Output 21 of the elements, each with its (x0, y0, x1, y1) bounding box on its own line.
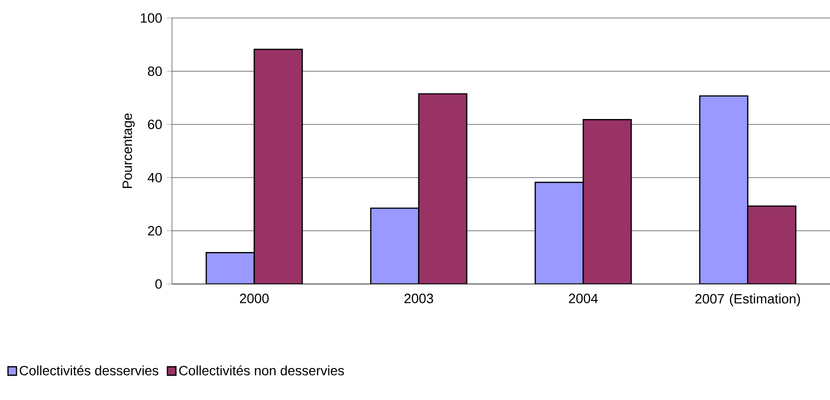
bar (206, 252, 255, 284)
bar (582, 119, 632, 284)
y-tick-label: 100 (140, 13, 162, 23)
bar (254, 48, 303, 284)
bar (370, 208, 420, 284)
y-tick-label: 20 (148, 226, 162, 236)
bar (418, 93, 468, 284)
y-tick-label: 60 (148, 120, 162, 130)
y-axis-title: Pourcentage (122, 113, 135, 188)
y-tick-label: 80 (148, 66, 162, 76)
y-tick-label: 0 (155, 279, 162, 289)
y-tick-label: 40 (148, 172, 162, 182)
bar (534, 182, 584, 284)
bar (747, 205, 796, 284)
legend-label: Collectivités desservies (20, 365, 158, 376)
x-tick-label: 2007 (Estimation) (695, 294, 800, 306)
legend-label: Collectivités non desservies (179, 365, 344, 376)
x-tick-label: 2003 (404, 294, 434, 304)
bar (699, 95, 748, 284)
x-tick-label: 2000 (240, 294, 269, 304)
x-tick-label: 2004 (568, 294, 598, 304)
